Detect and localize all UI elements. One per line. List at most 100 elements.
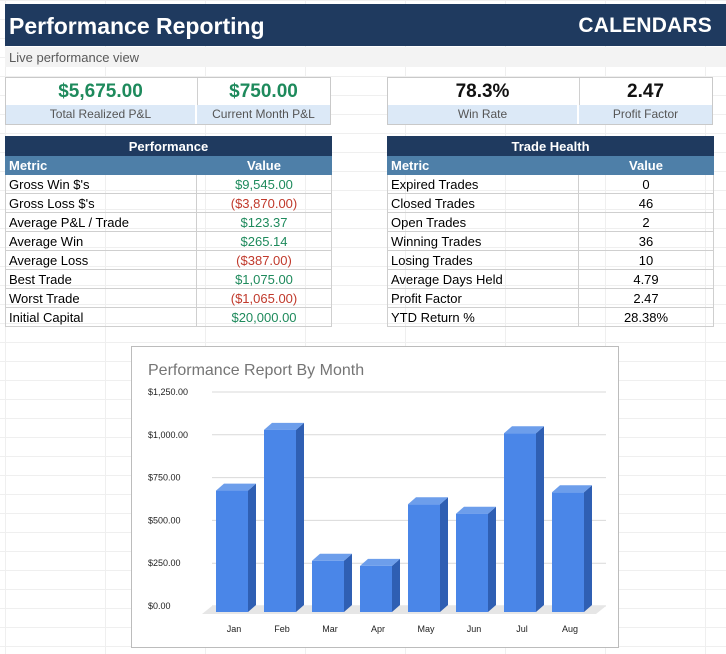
x-tick-label: Jan (227, 624, 242, 634)
bar-top-jul (504, 426, 544, 434)
bar-top-jun (456, 506, 496, 514)
bar-feb (264, 429, 296, 612)
current-month-pnl-value: $750.00 (229, 81, 298, 102)
performance-metric-cell[interactable]: Average Loss (5, 250, 197, 270)
trade-health-value-cell[interactable]: 2.47 (578, 288, 714, 308)
trade-health-metric-cell[interactable]: Losing Trades (387, 250, 579, 270)
x-tick-label: Aug (562, 624, 578, 634)
table-row: Gross Loss $'s ($3,870.00) (5, 193, 333, 213)
table-row: Expired Trades 0 (387, 174, 714, 194)
page-title: Performance Reporting (9, 13, 265, 39)
trade-health-value-cell[interactable]: 0 (578, 174, 714, 194)
performance-metric-cell[interactable]: Average P&L / Trade (5, 212, 197, 232)
trade-health-metric-cell[interactable]: Expired Trades (387, 174, 579, 194)
performance-metric-cell[interactable]: Gross Win $'s (5, 174, 197, 194)
y-tick-label: $0.00 (148, 601, 171, 611)
bar-jul (504, 433, 536, 612)
x-tick-label: Jun (467, 624, 482, 634)
total-realized-pnl-value: $5,675.00 (58, 81, 143, 102)
performance-value-cell[interactable]: $9,545.00 (195, 174, 333, 194)
trade-health-table: Trade Health Metric Value Expired Trades… (387, 136, 714, 327)
performance-table: Performance Metric Value Gross Win $'s $9… (4, 136, 333, 327)
trade-health-metric-cell[interactable]: Open Trades (387, 212, 579, 232)
table-row: Average Days Held 4.79 (387, 269, 714, 289)
report-header: Performance Reporting CALENDARS (5, 4, 726, 46)
bar-apr (360, 565, 392, 612)
performance-value-cell[interactable]: $20,000.00 (195, 307, 333, 327)
performance-metric-cell[interactable]: Average Win (5, 231, 197, 251)
profit-factor-value: 2.47 (627, 81, 664, 102)
trade-health-col-metric: Metric (387, 155, 579, 175)
performance-metric-cell[interactable]: Initial Capital (5, 307, 197, 327)
bar-top-aug (552, 485, 592, 493)
performance-table-title: Performance (4, 136, 333, 156)
performance-col-metric: Metric (5, 155, 197, 175)
y-tick-label: $500.00 (148, 515, 181, 525)
x-tick-label: Feb (274, 624, 290, 634)
performance-metric-cell[interactable]: Gross Loss $'s (5, 193, 197, 213)
chart-title: Performance Report By Month (148, 362, 364, 379)
bar-side-apr (392, 558, 400, 612)
trade-health-value-cell[interactable]: 4.79 (578, 269, 714, 289)
table-row: Gross Win $'s $9,545.00 (5, 174, 333, 194)
win-rate-label: Win Rate (388, 105, 577, 124)
table-row: Best Trade $1,075.00 (5, 269, 333, 289)
performance-value-cell[interactable]: $1,075.00 (195, 269, 333, 289)
trade-health-value-cell[interactable]: 10 (578, 250, 714, 270)
bar-side-aug (584, 485, 592, 612)
performance-value-cell[interactable]: $265.14 (195, 231, 333, 251)
x-tick-label: Jul (516, 624, 528, 634)
bar-top-may (408, 497, 448, 505)
trade-health-metric-cell[interactable]: Profit Factor (387, 288, 579, 308)
bar-may (408, 504, 440, 612)
performance-metric-cell[interactable]: Worst Trade (5, 288, 197, 308)
bar-top-jan (216, 483, 256, 491)
table-row: Open Trades 2 (387, 212, 714, 232)
trade-health-value-cell[interactable]: 28.38% (578, 307, 714, 327)
win-rate-value: 78.3% (455, 81, 510, 102)
performance-value-cell[interactable]: ($3,870.00) (195, 193, 333, 213)
trade-health-metric-cell[interactable]: Average Days Held (387, 269, 579, 289)
table-row: Average Loss ($387.00) (5, 250, 333, 270)
trade-health-metric-cell[interactable]: Winning Trades (387, 231, 579, 251)
bar-jun (456, 513, 488, 612)
bar-top-apr (360, 558, 400, 566)
trade-health-value-cell[interactable]: 46 (578, 193, 714, 213)
trade-health-value-cell[interactable]: 2 (578, 212, 714, 232)
chart-canvas: Performance Report By Month $0.00 $250.00 $… (148, 362, 606, 634)
trade-health-metric-cell[interactable]: YTD Return % (387, 307, 579, 327)
trade-health-value-cell[interactable]: 36 (578, 231, 714, 251)
y-tick-label: $1,000.00 (148, 430, 188, 440)
performance-value-cell[interactable]: $123.37 (195, 212, 333, 232)
total-realized-pnl-label: Total Realized P&L (6, 105, 195, 124)
bar-side-jun (488, 506, 496, 612)
trade-health-table-title: Trade Health (387, 136, 714, 156)
bar-side-feb (296, 422, 304, 612)
table-row: Winning Trades 36 (387, 231, 714, 251)
x-tick-label: Apr (371, 624, 385, 634)
bar-side-may (440, 497, 448, 612)
trade-health-metric-cell[interactable]: Closed Trades (387, 193, 579, 213)
bar-side-mar (344, 553, 352, 612)
performance-metric-cell[interactable]: Best Trade (5, 269, 197, 289)
table-row: Closed Trades 46 (387, 193, 714, 213)
bar-aug (552, 492, 584, 612)
bar-jan (216, 490, 248, 612)
table-row: Losing Trades 10 (387, 250, 714, 270)
x-tick-label: Mar (322, 624, 338, 634)
page-subtitle: Live performance view (5, 47, 726, 67)
performance-value-cell[interactable]: ($387.00) (195, 250, 333, 270)
table-row: Initial Capital $20,000.00 (5, 307, 333, 327)
bar-mar (312, 560, 344, 612)
y-tick-label: $250.00 (148, 558, 181, 568)
kpi-group-ratios: 78.3% 2.47 Win Rate Profit Factor (387, 77, 713, 125)
calendars-label[interactable]: CALENDARS (578, 14, 712, 37)
table-row: Worst Trade ($1,065.00) (5, 288, 333, 308)
table-row: YTD Return % 28.38% (387, 307, 714, 327)
performance-value-cell[interactable]: ($1,065.00) (195, 288, 333, 308)
chart-floor (202, 606, 606, 614)
bar-top-mar (312, 553, 352, 561)
y-tick-label: $1,250.00 (148, 387, 188, 397)
monthly-performance-chart[interactable]: Performance Report By Month $0.00 $250.00 $… (131, 346, 619, 648)
kpi-group-pnl: $5,675.00 $750.00 Total Realized P&L Cur… (5, 77, 331, 125)
